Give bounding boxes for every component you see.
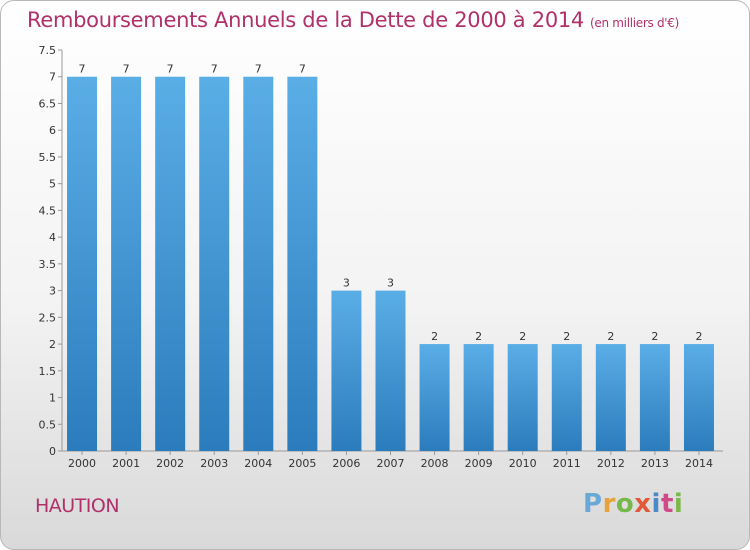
bar [419, 344, 450, 451]
data-label: 7 [299, 63, 306, 76]
labels: 2000 7 2001 7 2002 7 2003 7 2004 7 2005 7 2006 3 2007 3… [68, 63, 713, 470]
bar [111, 76, 142, 451]
data-label: 2 [431, 330, 438, 343]
axes: 0 0.5 1 1.5 2 2.5 3 3.5 4 4.5 5 5.5 6 6.5 7 7.5 [39, 44, 723, 458]
unit-label: (en milliers d'€) [590, 16, 680, 30]
data-label: 7 [167, 63, 174, 76]
y-tick-label: 0.5 [39, 418, 57, 431]
y-tick-label: 3.5 [39, 258, 57, 271]
data-label: 2 [651, 330, 658, 343]
x-tick-label: 2004 [244, 457, 272, 470]
data-label: 7 [123, 63, 130, 76]
data-label: 7 [211, 63, 218, 76]
y-tick-label: 3 [49, 285, 56, 298]
bar [243, 76, 274, 451]
bar [67, 76, 98, 451]
bar [507, 344, 538, 451]
bar [463, 344, 494, 451]
x-tick-label: 2011 [553, 457, 581, 470]
data-label: 3 [387, 277, 394, 290]
x-tick-label: 2007 [377, 457, 405, 470]
y-tick-label: 7.5 [39, 44, 57, 57]
x-tick-label: 2002 [156, 457, 184, 470]
data-label: 2 [519, 330, 526, 343]
logo-letter: o [615, 489, 635, 519]
x-tick-label: 2008 [421, 457, 449, 470]
bar [199, 76, 230, 451]
y-tick-label: 2.5 [39, 311, 57, 324]
chart-title: Remboursements Annuels de la Dette de 20… [27, 8, 679, 32]
logo-letter: i [651, 489, 661, 519]
x-tick-label: 2014 [685, 457, 713, 470]
y-tick-label: 5 [49, 178, 56, 191]
bar [595, 344, 626, 451]
data-label: 2 [475, 330, 482, 343]
x-tick-label: 2012 [597, 457, 625, 470]
y-tick-label: 5.5 [39, 151, 57, 164]
y-tick-label: 1.5 [39, 365, 57, 378]
x-tick-label: 2001 [112, 457, 140, 470]
y-tick-label: 7 [49, 71, 56, 84]
city-name: HAUTION [35, 495, 120, 517]
bar [287, 76, 318, 451]
title-text: Remboursements Annuels de la Dette de 20… [27, 8, 584, 32]
logo-letter: P [583, 489, 603, 519]
bar [639, 344, 670, 451]
logo-letter: i [673, 489, 684, 519]
bars [67, 76, 714, 451]
x-tick-label: 2000 [68, 457, 96, 470]
y-tick-label: 0 [49, 445, 56, 458]
y-tick-label: 4.5 [39, 204, 57, 217]
bar [331, 290, 362, 451]
proxiti-logo[interactable]: Proxiti [583, 489, 683, 519]
x-tick-label: 2006 [332, 457, 360, 470]
logo-letter: r [602, 489, 616, 519]
data-label: 3 [343, 277, 350, 290]
data-label: 2 [607, 330, 614, 343]
y-tick-label: 6 [49, 124, 56, 137]
x-tick-label: 2010 [509, 457, 537, 470]
y-tick-label: 4 [49, 231, 56, 244]
x-tick-label: 2009 [465, 457, 493, 470]
bar [375, 290, 406, 451]
data-label: 7 [79, 63, 86, 76]
y-tick-label: 6.5 [39, 97, 57, 110]
logo-letter: t [660, 489, 674, 519]
y-tick-label: 1 [49, 392, 56, 405]
bar [683, 344, 714, 451]
y-tick-label: 2 [49, 338, 56, 351]
x-tick-label: 2003 [200, 457, 228, 470]
data-label: 2 [695, 330, 702, 343]
data-label: 2 [563, 330, 570, 343]
bar [155, 76, 186, 451]
x-tick-label: 2005 [288, 457, 316, 470]
logo-letter: x [634, 489, 652, 519]
x-tick-label: 2013 [641, 457, 669, 470]
bar [551, 344, 582, 451]
data-label: 7 [255, 63, 262, 76]
